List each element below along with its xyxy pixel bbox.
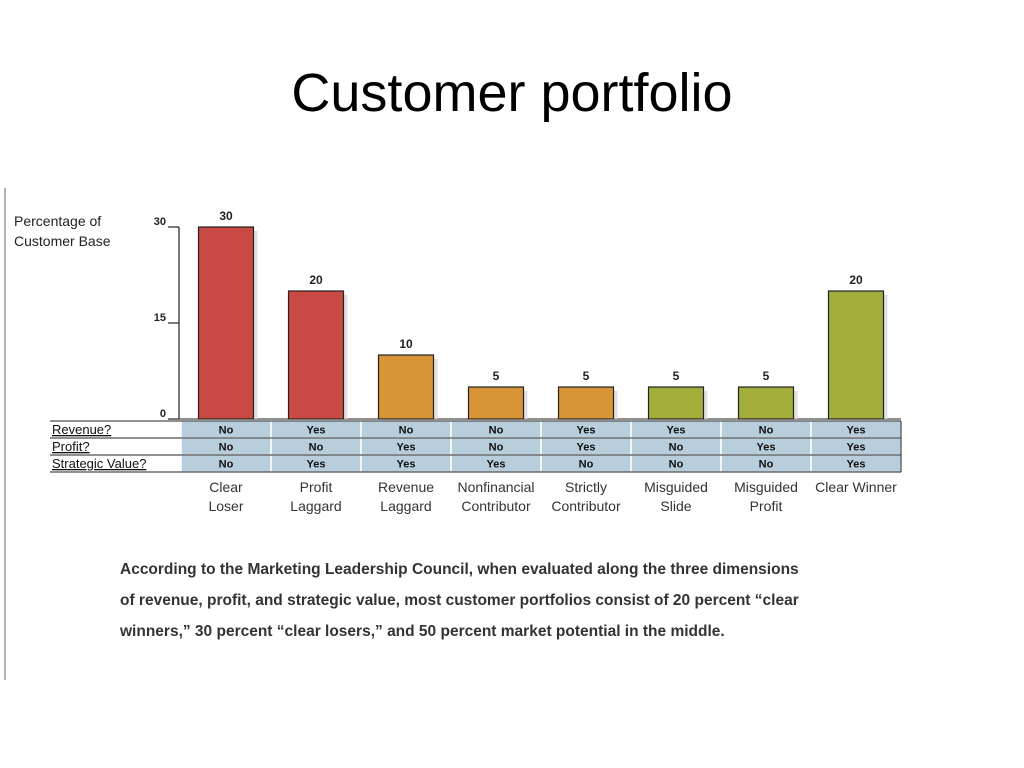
y-axis-title-line: Percentage of [14,213,101,229]
bar-value-label: 20 [309,273,323,287]
caption-line-3: winners,” 30 percent “clear losers,” and… [120,623,725,640]
category-label: Contributor [551,498,621,514]
bar [737,386,795,420]
y-tick-label: 30 [154,216,166,228]
table-row-label: Strategic Value? [52,456,146,471]
category-label: Clear Winner [815,479,897,495]
category-label: Strictly [565,479,607,495]
table-cell-value: No [219,442,234,454]
bar [647,386,705,420]
category-label: Slide [660,498,691,514]
table-cell-value: Yes [487,459,506,471]
table-cell-value: Yes [847,459,866,471]
bar [377,354,435,420]
table-cell-value: No [309,442,324,454]
category-label: Clear [209,479,243,495]
bar [467,386,525,420]
bar-value-label: 10 [399,337,413,351]
bar-value-label: 30 [219,209,233,223]
table-cell-value: Yes [577,442,596,454]
slide-title: Customer portfolio [291,63,733,123]
table-row-label: Profit? [52,439,90,454]
bar [827,290,885,420]
bar-value-label: 5 [673,369,680,383]
table-cell-value: Yes [307,459,326,471]
bar [197,226,255,420]
category-label: Laggard [290,498,341,514]
table-cell-value: Yes [757,442,776,454]
table-cell-value: No [579,459,594,471]
bar-value-label: 5 [763,369,770,383]
category-label: Loser [208,498,243,514]
table-cell-value: No [759,459,774,471]
y-tick-label: 0 [160,408,166,420]
category-label: Misguided [734,479,798,495]
table-cell-value: No [669,459,684,471]
caption-line-2: of revenue, profit, and strategic value,… [120,592,799,609]
table-row-label: Revenue? [52,422,111,437]
y-tick-label: 15 [154,312,166,324]
bar-value-label: 5 [583,369,590,383]
category-label: Laggard [380,498,431,514]
table-cell-value: No [219,425,234,437]
table-cell-value: Yes [847,442,866,454]
table-cell-value: Yes [577,425,596,437]
caption-line-1: According to the Marketing Leadership Co… [120,561,799,578]
table-cell-value: Yes [397,442,416,454]
category-label: Contributor [461,498,531,514]
bar [557,386,615,420]
category-label: Nonfinancial [457,479,534,495]
category-label: Revenue [378,479,434,495]
category-label: Profit [750,498,783,514]
table-cell-value: Yes [397,459,416,471]
table-cell-value: Yes [667,425,686,437]
category-label: Misguided [644,479,708,495]
bar-value-label: 20 [849,273,863,287]
table-cell-value: No [219,459,234,471]
left-border-rule [4,188,6,680]
chart-caption: According to the Marketing Leadership Co… [120,554,920,647]
table-cell-value: No [669,442,684,454]
table-cell-value: No [399,425,414,437]
table-cell-value: No [759,425,774,437]
category-label: Profit [300,479,333,495]
table-cell-value: No [489,425,504,437]
bar-value-label: 5 [493,369,500,383]
bar [287,290,345,420]
table-cell-value: No [489,442,504,454]
table-cell-value: Yes [847,425,866,437]
y-axis-title-line: Customer Base [14,233,111,249]
table-cell-value: Yes [307,425,326,437]
